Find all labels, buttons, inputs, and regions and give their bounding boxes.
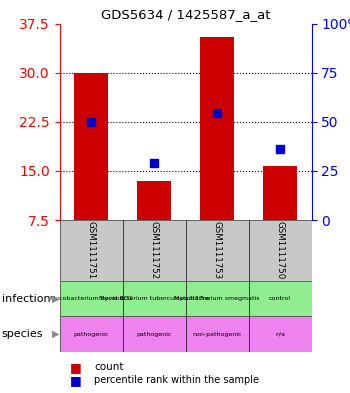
Text: species: species: [2, 329, 43, 339]
Text: ■: ■: [70, 361, 82, 374]
Text: control: control: [269, 296, 291, 301]
Text: pathogenic: pathogenic: [136, 332, 172, 336]
Point: [277, 146, 283, 152]
Bar: [122, 220, 186, 281]
Text: count: count: [94, 362, 124, 373]
Bar: [186, 316, 248, 352]
Point: [214, 110, 220, 116]
Bar: [136, 181, 172, 220]
Text: pathogenic: pathogenic: [73, 332, 109, 336]
Bar: [248, 220, 312, 281]
Point: [151, 160, 157, 166]
Text: Mycobacterium tuberculosis H37ra: Mycobacterium tuberculosis H37ra: [99, 296, 209, 301]
Bar: [122, 316, 186, 352]
Text: non-pathogenic: non-pathogenic: [192, 332, 242, 336]
Text: n/a: n/a: [275, 332, 285, 336]
Text: Mycobacterium smegmatis: Mycobacterium smegmatis: [174, 296, 260, 301]
Point: [88, 119, 94, 125]
Text: GSM1111753: GSM1111753: [212, 221, 222, 280]
Text: Mycobacterium bovis BCG: Mycobacterium bovis BCG: [50, 296, 132, 301]
Text: percentile rank within the sample: percentile rank within the sample: [94, 375, 259, 386]
Title: GDS5634 / 1425587_a_at: GDS5634 / 1425587_a_at: [101, 8, 270, 21]
Text: ▶: ▶: [52, 294, 59, 304]
Text: infection: infection: [2, 294, 50, 304]
Bar: [122, 281, 186, 316]
Bar: [262, 166, 297, 220]
Bar: [199, 37, 234, 220]
Bar: [60, 220, 122, 281]
Text: ▶: ▶: [52, 329, 59, 339]
Bar: [60, 316, 122, 352]
Text: GSM1111751: GSM1111751: [86, 221, 96, 280]
Bar: [248, 281, 312, 316]
Bar: [60, 281, 122, 316]
Text: ■: ■: [70, 374, 82, 387]
Bar: [186, 281, 248, 316]
Text: GSM1111752: GSM1111752: [149, 221, 159, 280]
Text: GSM1111750: GSM1111750: [275, 221, 285, 280]
Bar: [248, 316, 312, 352]
Bar: [74, 73, 108, 220]
Bar: [186, 220, 248, 281]
